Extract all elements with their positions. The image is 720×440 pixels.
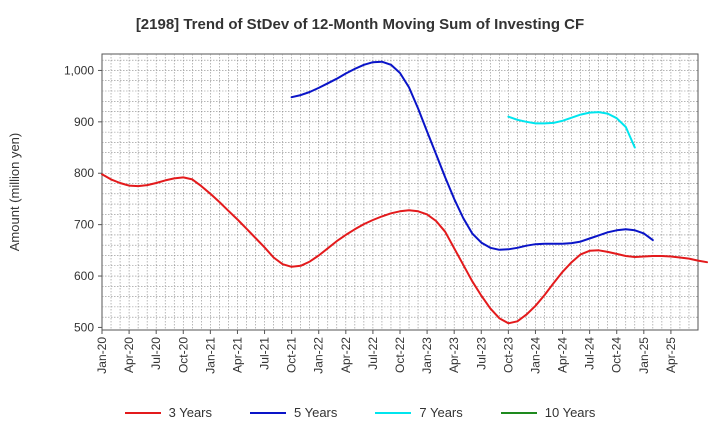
x-tick-label: Apr-25 <box>664 337 678 373</box>
x-tick-label: Oct-22 <box>393 337 407 373</box>
legend-item-5-years: 5 Years <box>250 405 337 420</box>
grid-lines <box>102 54 698 330</box>
legend-swatch <box>250 411 286 414</box>
legend-label: 7 Years <box>419 405 463 420</box>
chart-title: [2198] Trend of StDev of 12-Month Moving… <box>135 16 585 33</box>
y-tick-label: 600 <box>74 269 94 283</box>
x-tick-label: Jan-20 <box>95 337 109 374</box>
legend-swatch <box>124 411 161 414</box>
x-tick-label: Jul-24 <box>583 337 597 370</box>
y-tick-label: 500 <box>74 320 94 334</box>
legend: 3 Years 5 Years 7 Years 10 Years <box>0 405 720 420</box>
y-tick-label: 700 <box>74 218 94 232</box>
y-tick-label: 1,000 <box>64 63 94 77</box>
legend-label: 10 Years <box>544 405 596 420</box>
series-line-5-years <box>290 60 654 251</box>
x-tick-label: Jan-24 <box>528 337 542 374</box>
x-tick-label: Oct-23 <box>501 337 515 373</box>
x-tick-label: Jul-20 <box>149 337 163 370</box>
y-axis-title: Amount (million yen) <box>7 133 22 252</box>
x-tick-label: Jan-21 <box>203 337 217 374</box>
legend-item-3-years: 3 Years <box>124 405 212 420</box>
x-tick-label: Oct-20 <box>176 337 190 373</box>
legend-swatch <box>375 411 412 414</box>
x-tick-label: Apr-21 <box>230 337 244 373</box>
x-tick-label: Apr-23 <box>447 337 461 373</box>
x-tick-label: Jan-25 <box>637 337 651 374</box>
x-tick-label: Jul-21 <box>258 337 272 370</box>
x-tick-label: Apr-20 <box>122 337 136 373</box>
legend-item-7-years: 7 Years <box>375 405 463 420</box>
legend-item-10-years: 10 Years <box>500 405 596 420</box>
x-tick-label: Jul-23 <box>474 337 488 370</box>
x-axis: Jan-20 Apr-20 Jul-20 Oct-20 Jan-21 Apr-21 Jul-… <box>95 330 678 374</box>
x-tick-label: Jan-23 <box>420 337 434 374</box>
y-tick-label: 900 <box>74 115 94 129</box>
series-line-7-years <box>507 111 636 149</box>
y-axis: 500 600 700 800 900 1,000 <box>64 63 102 334</box>
x-tick-label: Jul-22 <box>366 337 380 370</box>
x-tick-label: Apr-24 <box>556 337 570 373</box>
legend-swatch <box>500 411 537 414</box>
x-tick-label: Oct-21 <box>285 337 299 373</box>
x-tick-label: Apr-22 <box>339 337 353 373</box>
x-tick-label: Jan-22 <box>312 337 326 374</box>
legend-label: 3 Years <box>168 405 212 420</box>
series-line-3-years <box>101 173 708 325</box>
legend-label: 5 Years <box>294 405 338 420</box>
y-tick-label: 800 <box>74 166 94 180</box>
series-lines <box>101 60 708 325</box>
x-tick-label: Oct-24 <box>610 337 624 373</box>
